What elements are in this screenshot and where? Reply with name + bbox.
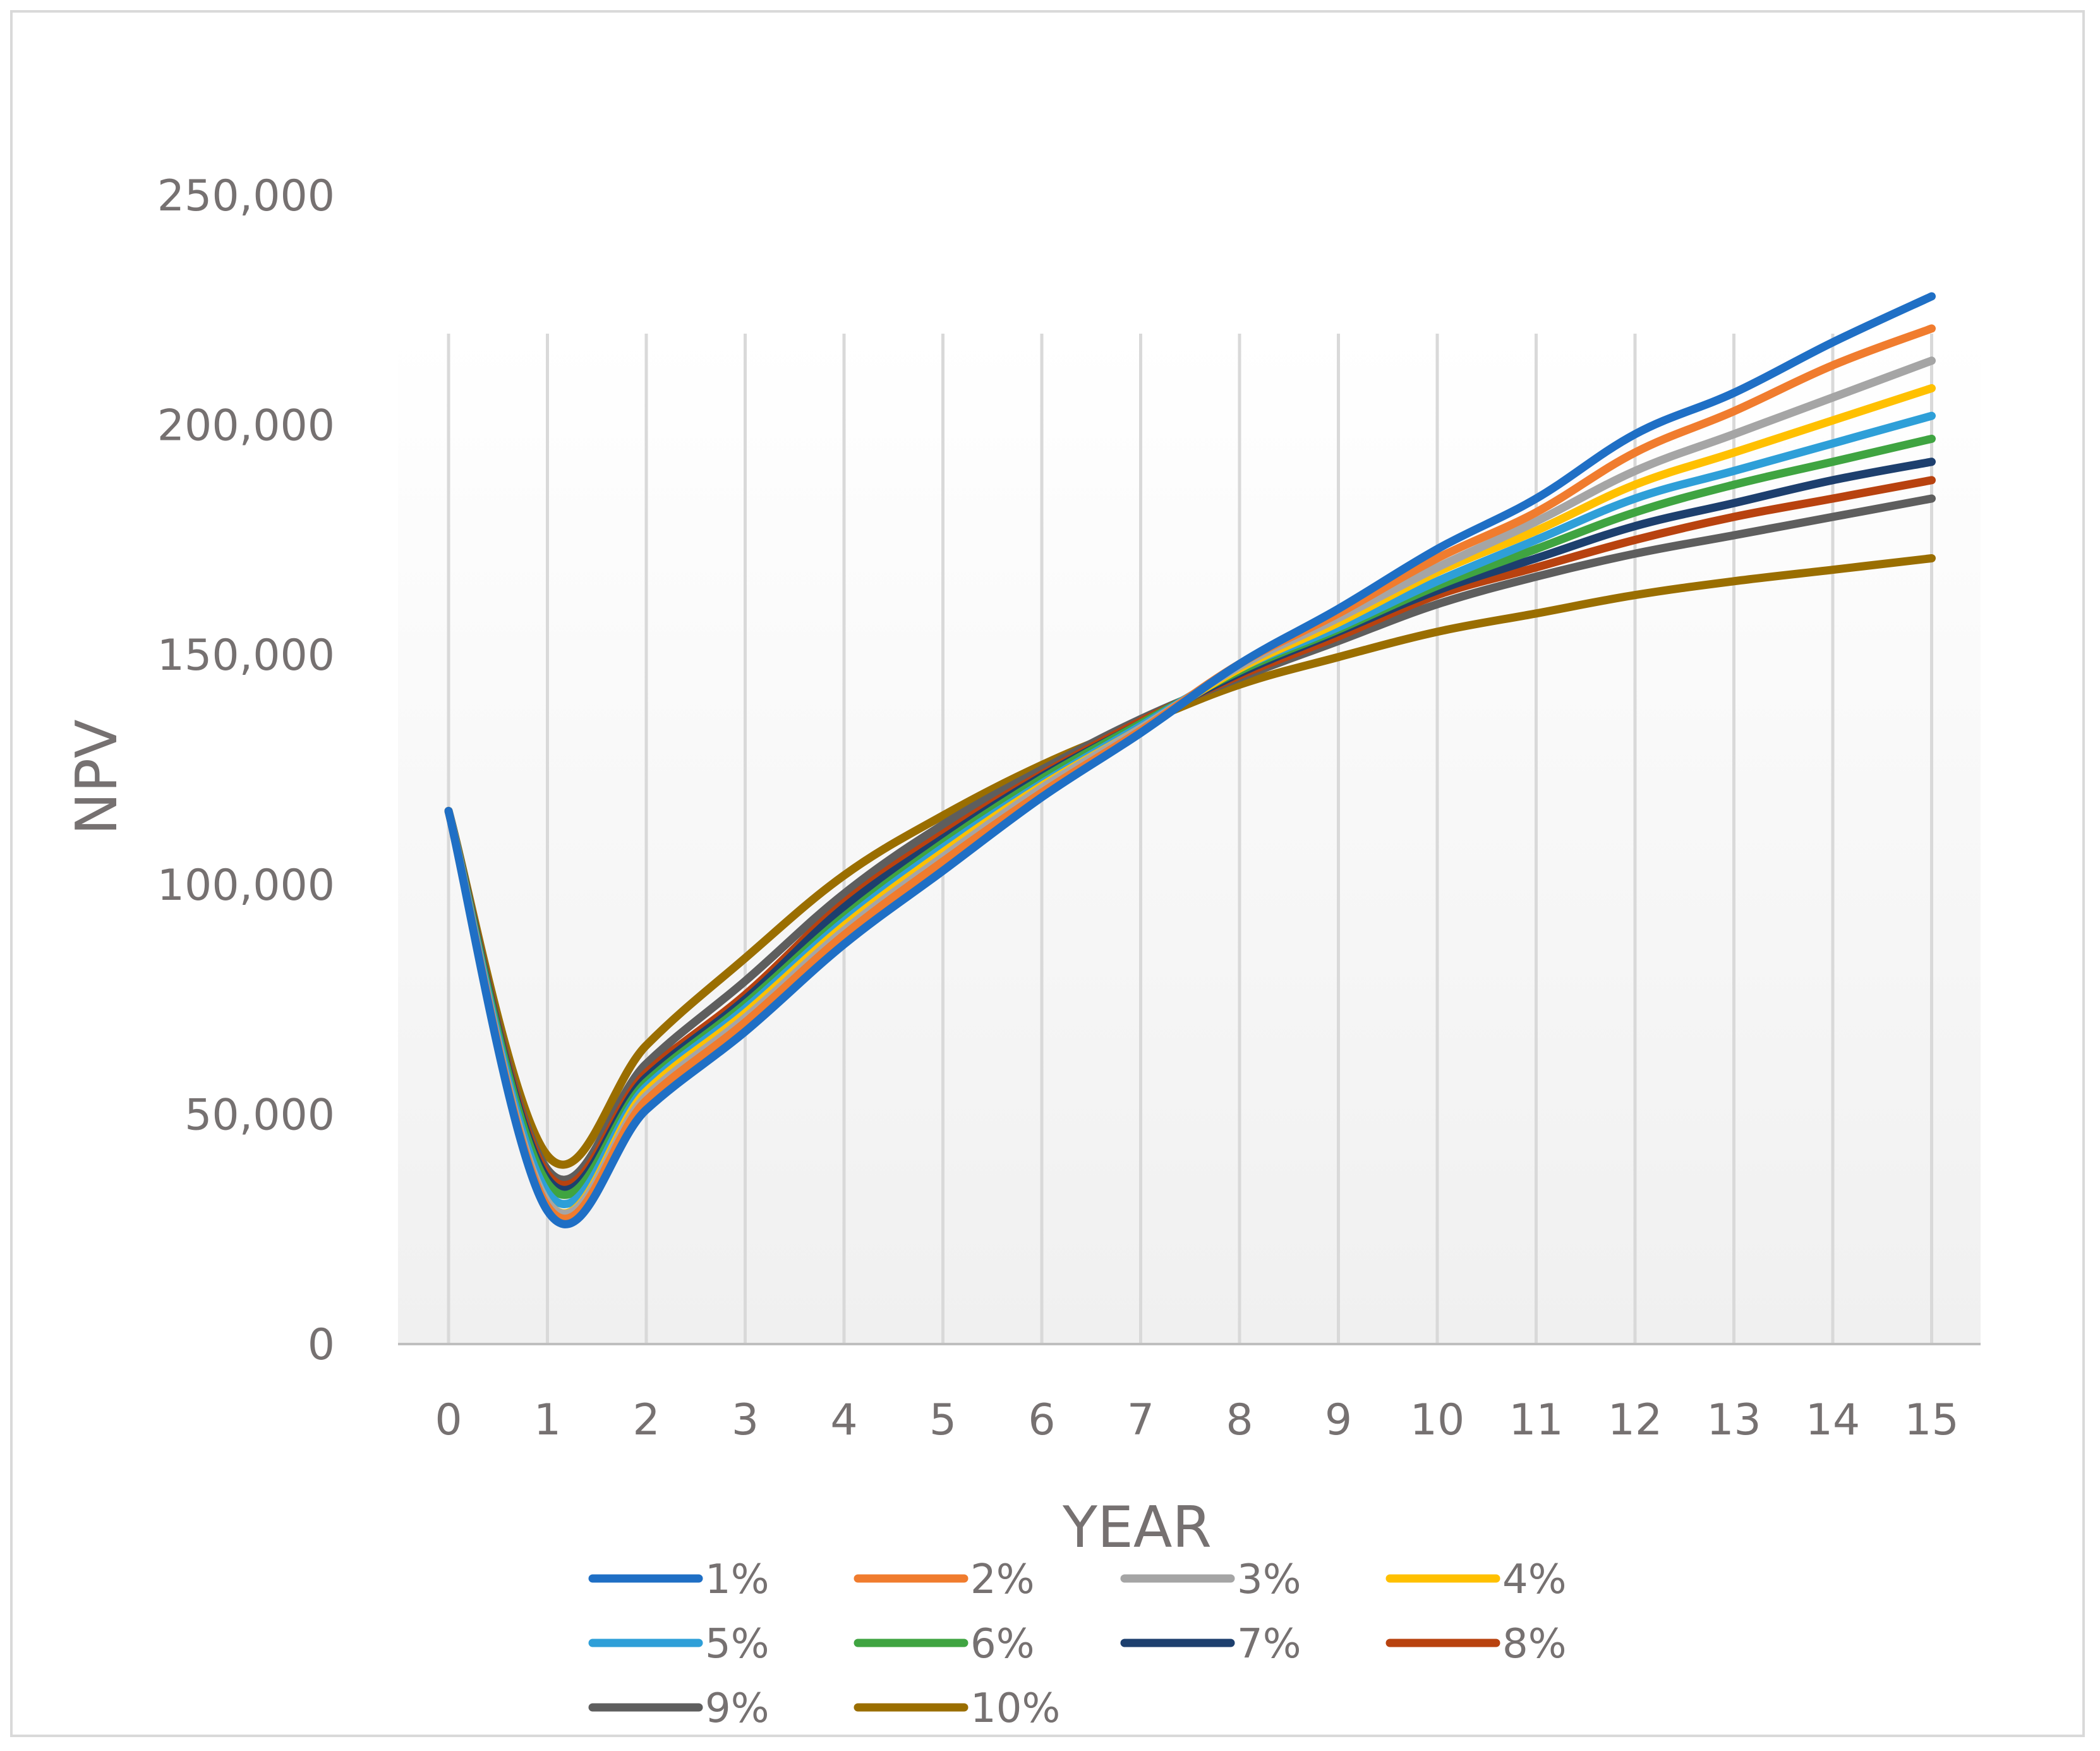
x-tick-label: 8: [1226, 1395, 1253, 1445]
legend-label-4pct: 4%: [1502, 1556, 1567, 1603]
x-axis-title: YEAR: [1062, 1494, 1212, 1561]
x-tick-label: 9: [1325, 1395, 1352, 1445]
y-tick-label: 150,000: [157, 631, 335, 681]
legend-label-9pct: 9%: [705, 1685, 769, 1732]
legend-label-1pct: 1%: [705, 1556, 769, 1603]
x-tick-label: 4: [830, 1395, 857, 1445]
legend-label-8pct: 8%: [1502, 1621, 1567, 1668]
x-axis-tick-labels: 0 1 2 3 4 5 6 7 8 9 10 11 12 13 14 15: [435, 1395, 1958, 1445]
y-axis-title: NPV: [64, 719, 130, 835]
x-tick-label: 7: [1127, 1395, 1154, 1445]
y-tick-label: 100,000: [157, 861, 335, 911]
x-tick-label: 13: [1706, 1395, 1761, 1445]
series-line-1pct: [444, 292, 1936, 1228]
plot-area-background: [398, 334, 1981, 1345]
x-tick-label: 5: [929, 1395, 956, 1445]
y-tick-label: 0: [308, 1320, 335, 1370]
x-tick-label: 2: [632, 1395, 660, 1445]
legend-label-3pct: 3%: [1237, 1556, 1301, 1603]
x-tick-label: 0: [435, 1395, 462, 1445]
legend-label-10pct: 10%: [970, 1685, 1060, 1732]
x-tick-label: 11: [1509, 1395, 1564, 1445]
legend-label-5pct: 5%: [705, 1621, 769, 1668]
legend: 1% 2% 3% 4% 5% 6% 7% 8% 9% 10%: [588, 1556, 1567, 1732]
x-tick-label: 14: [1806, 1395, 1861, 1445]
x-tick-label: 15: [1904, 1395, 1959, 1445]
legend-label-2pct: 2%: [970, 1556, 1035, 1603]
y-tick-label: 250,000: [157, 171, 335, 221]
x-tick-label: 3: [732, 1395, 759, 1445]
x-tick-label: 6: [1028, 1395, 1055, 1445]
legend-label-6pct: 6%: [970, 1621, 1035, 1668]
y-axis-tick-labels: 0 50,000 100,000 150,000 200,000 250,000: [157, 171, 335, 1370]
y-tick-label: 50,000: [184, 1090, 335, 1140]
x-tick-label: 10: [1410, 1395, 1465, 1445]
y-tick-label: 200,000: [157, 401, 335, 451]
x-tick-label: 12: [1608, 1395, 1663, 1445]
x-tick-label: 1: [534, 1395, 561, 1445]
legend-label-7pct: 7%: [1237, 1621, 1301, 1668]
series-lines: [444, 292, 1936, 1228]
